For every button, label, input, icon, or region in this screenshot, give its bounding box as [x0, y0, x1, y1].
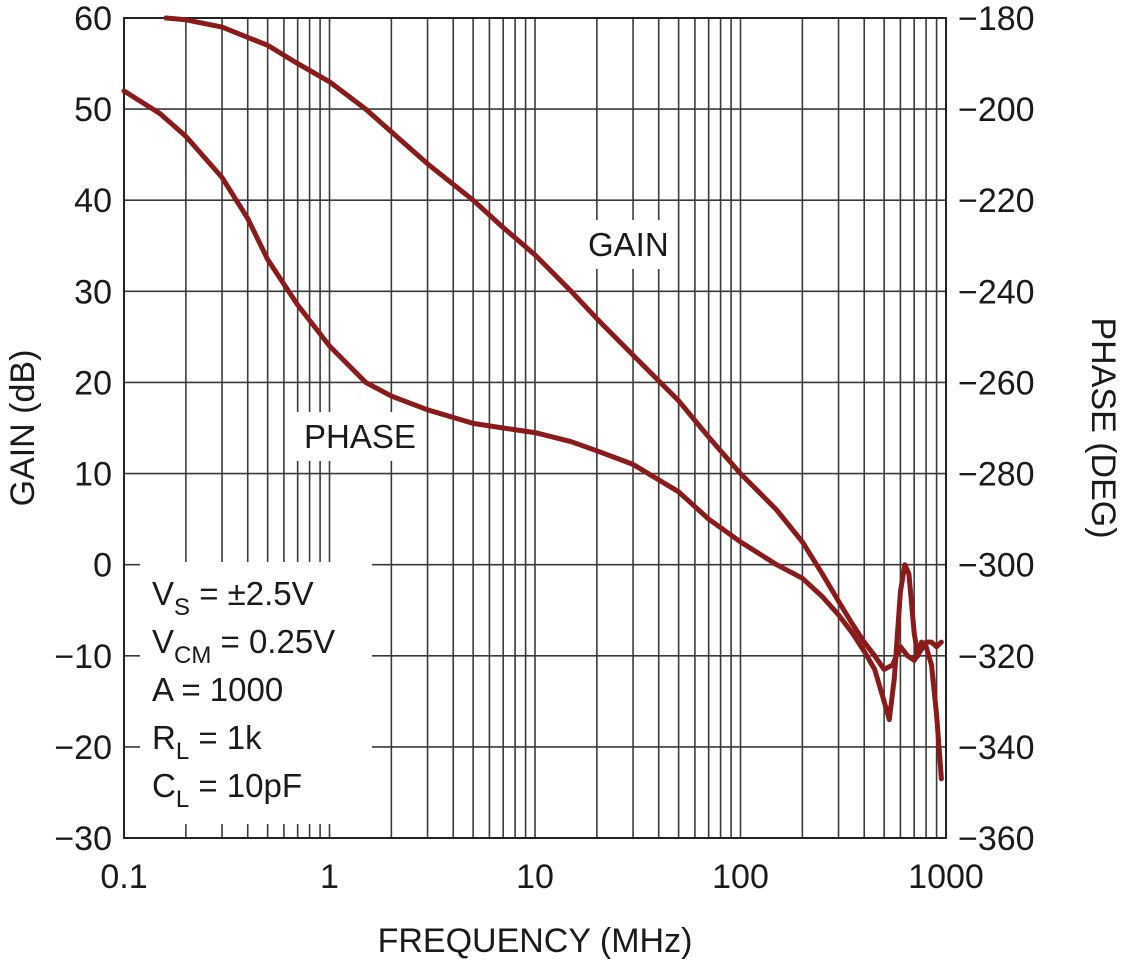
- y2-axis-title-phase: PHASE (DEG): [1084, 317, 1122, 538]
- y2-tick-label: −200: [958, 91, 1035, 129]
- y2-tick-label: −280: [958, 456, 1035, 494]
- y2-tick-label: −360: [958, 820, 1035, 858]
- y2-tick-label: −260: [958, 364, 1035, 402]
- x-axis-title: FREQUENCY (MHz): [378, 922, 693, 959]
- y2-tick-label: −320: [958, 638, 1035, 676]
- y-tick-label: 10: [74, 456, 112, 494]
- y2-tick-label: −340: [958, 729, 1035, 767]
- y-axis-title-gain: GAIN (dB): [4, 350, 42, 507]
- y-tick-label: 0: [93, 547, 112, 585]
- y2-tick-label: −240: [958, 273, 1035, 311]
- gain-curve-label: GAIN: [580, 220, 677, 269]
- y-tick-label: 50: [74, 91, 112, 129]
- y2-tick-label: −300: [958, 547, 1035, 585]
- y-tick-label: −30: [54, 820, 112, 858]
- y-tick-label: −20: [54, 729, 112, 767]
- x-tick-label: 1000: [908, 858, 984, 896]
- x-tick-label: 10: [516, 858, 554, 896]
- x-tick-label: 0.1: [100, 858, 147, 896]
- phase-curve-label: PHASE: [296, 412, 424, 461]
- y-tick-label: 60: [74, 0, 112, 38]
- y-tick-label: −10: [54, 638, 112, 676]
- y-tick-label: 20: [74, 364, 112, 402]
- condition-line: A = 1000: [152, 671, 283, 708]
- phase-curve-label-text: PHASE: [304, 418, 416, 455]
- y-tick-label: 40: [74, 182, 112, 220]
- y2-tick-label: −180: [958, 0, 1035, 38]
- gain-curve-label-text: GAIN: [588, 226, 669, 263]
- x-tick-label: 100: [712, 858, 769, 896]
- y-tick-label: 30: [74, 273, 112, 311]
- x-tick-label: 1: [320, 858, 339, 896]
- y2-tick-label: −220: [958, 182, 1035, 220]
